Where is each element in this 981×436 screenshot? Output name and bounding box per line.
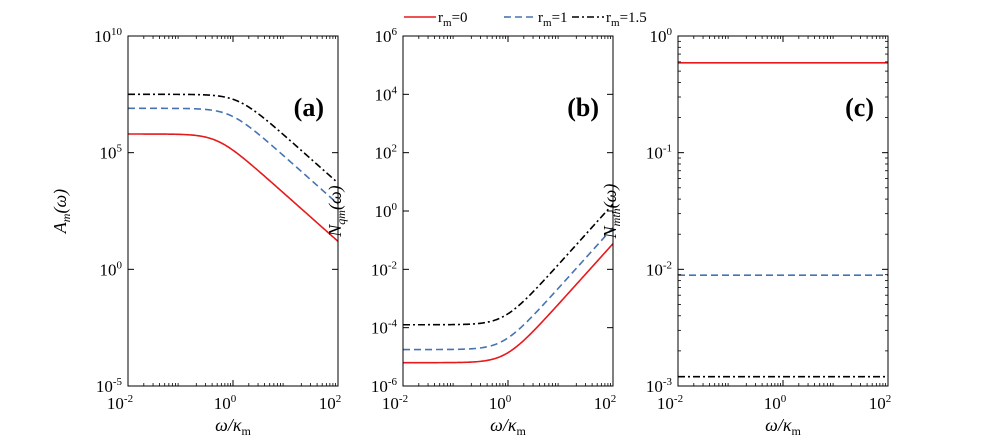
y-tick-label: 105 xyxy=(100,143,123,163)
x-tick-label: 102 xyxy=(869,393,892,413)
y-tick-label: 10-1 xyxy=(646,143,672,163)
y-tick-label: 10-6 xyxy=(371,376,398,396)
x-tick-label: 100 xyxy=(764,393,787,413)
x-tick-label: 100 xyxy=(489,393,512,413)
y-tick-label: 106 xyxy=(375,26,398,46)
series-line-r-m-1-5 xyxy=(128,93,338,184)
x-tick-label: 100 xyxy=(214,393,237,413)
y-tick-label: 10-3 xyxy=(646,376,673,396)
x-axis-label: ω/κm xyxy=(215,415,251,436)
panel-b: 10-2 100 102 10-6 10-4 10-2 100 102 104 106 ω/κm Nq… xyxy=(325,26,616,436)
y-tick-label: 10-2 xyxy=(371,259,397,279)
series-line-r-m-1 xyxy=(403,227,613,351)
axes-box xyxy=(127,35,339,387)
y-tick-label: 1010 xyxy=(94,26,123,46)
series-line-r-m-0 xyxy=(128,133,338,242)
y-tick-label: 100 xyxy=(100,259,123,279)
y-tick-label: 102 xyxy=(375,143,398,163)
y-tick-label: 10-5 xyxy=(96,376,123,396)
legend-label: rm=0 xyxy=(438,10,468,29)
legend: rm=0 rm=1 rm=1.5 xyxy=(404,10,647,29)
x-tick-label: 10-2 xyxy=(382,393,408,413)
panel-label: (b) xyxy=(567,93,599,122)
x-tick-label: 102 xyxy=(319,393,342,413)
panel-label: (a) xyxy=(294,93,324,122)
x-tick-label: 10-2 xyxy=(657,393,683,413)
x-axis-label: ω/κm xyxy=(490,415,526,436)
y-axis-label: Nmth(ω) xyxy=(600,184,623,240)
series-line-r-m-0 xyxy=(403,243,613,364)
series-line-r-m-1-5 xyxy=(403,203,613,326)
axes-box xyxy=(677,35,889,387)
y-tick-label: 100 xyxy=(650,26,673,46)
series-line-r-m-1 xyxy=(128,107,338,205)
legend-label: rm=1 xyxy=(538,10,568,29)
legend-label: rm=1.5 xyxy=(606,10,647,29)
x-axis-label: ω/κm xyxy=(765,415,801,436)
panel-label: (c) xyxy=(845,93,874,122)
y-tick-label: 10-4 xyxy=(371,318,398,338)
x-tick-label: 10-2 xyxy=(107,393,133,413)
x-tick-label: 102 xyxy=(594,393,617,413)
y-tick-label: 104 xyxy=(375,84,398,104)
y-tick-label: 100 xyxy=(375,201,398,221)
panel-a: 10-2 100 102 10-5 100 105 1010 ω/κm Am(ω) (a) xyxy=(50,26,341,436)
y-tick-label: 10-2 xyxy=(646,259,672,279)
y-axis-label: Nqm(ω) xyxy=(325,185,348,237)
y-axis-label: Am(ω) xyxy=(50,189,73,234)
axes-box xyxy=(402,35,614,387)
